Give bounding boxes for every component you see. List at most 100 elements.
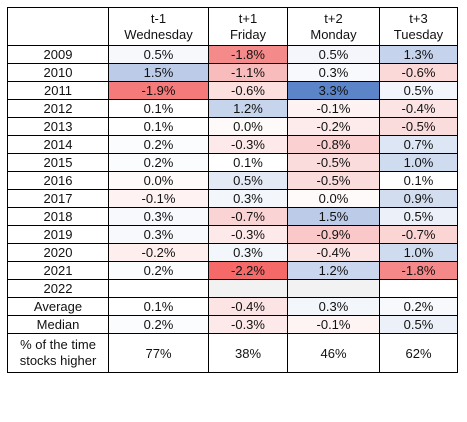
header-row: t-1 Wednesday t+1 Friday t+2 Monday t+3 … bbox=[7, 7, 458, 46]
footer-value-cell: 62% bbox=[379, 333, 458, 373]
footer-row: % of the time stocks higher 77% 38% 46% 62% bbox=[7, 333, 458, 373]
value-cell: -0.5% bbox=[379, 117, 458, 136]
value-cell: 0.0% bbox=[287, 189, 380, 208]
value-cell: 0.5% bbox=[379, 207, 458, 226]
value-cell: 0.0% bbox=[108, 171, 209, 190]
value-cell bbox=[379, 279, 458, 298]
value-cell: -2.2% bbox=[208, 261, 288, 280]
header-day: Tuesday bbox=[393, 26, 444, 42]
header-col-3: t+2 Monday bbox=[287, 7, 380, 46]
value-cell: 1.2% bbox=[287, 261, 380, 280]
table-row: 2019 0.3% -0.3% -0.9% -0.7% bbox=[7, 225, 458, 244]
table-row: 2022 bbox=[7, 279, 458, 298]
row-label: 2018 bbox=[7, 207, 109, 226]
value-cell: -0.3% bbox=[208, 135, 288, 154]
value-cell: 1.2% bbox=[208, 99, 288, 118]
table-row: 2010 1.5% -1.1% 0.3% -0.6% bbox=[7, 63, 458, 82]
value-cell: 0.9% bbox=[379, 189, 458, 208]
value-cell: -0.4% bbox=[379, 99, 458, 118]
row-label: 2015 bbox=[7, 153, 109, 172]
header-day: Monday bbox=[310, 26, 357, 42]
table-row: Median 0.2% -0.3% -0.1% 0.5% bbox=[7, 315, 458, 334]
value-cell: -0.3% bbox=[208, 315, 288, 334]
table-row: 2012 0.1% 1.2% -0.1% -0.4% bbox=[7, 99, 458, 118]
value-cell: -0.1% bbox=[287, 99, 380, 118]
value-cell: 0.1% bbox=[379, 171, 458, 190]
table-row: 2020 -0.2% 0.3% -0.4% 1.0% bbox=[7, 243, 458, 262]
table-row: Average 0.1% -0.4% 0.3% 0.2% bbox=[7, 297, 458, 316]
returns-heatmap-table: t-1 Wednesday t+1 Friday t+2 Monday t+3 … bbox=[7, 7, 458, 373]
value-cell: 0.5% bbox=[379, 81, 458, 100]
value-cell: -0.1% bbox=[108, 189, 209, 208]
value-cell bbox=[108, 279, 209, 298]
value-cell: 0.3% bbox=[287, 63, 380, 82]
value-cell: -0.4% bbox=[208, 297, 288, 316]
row-label: 2014 bbox=[7, 135, 109, 154]
footer-label-line: stocks higher bbox=[19, 353, 97, 368]
footer-label: % of the time stocks higher bbox=[7, 333, 109, 373]
value-cell: -1.8% bbox=[208, 45, 288, 64]
row-label: 2009 bbox=[7, 45, 109, 64]
value-cell: 0.1% bbox=[108, 99, 209, 118]
header-col-1: t-1 Wednesday bbox=[108, 7, 209, 46]
value-cell bbox=[208, 279, 288, 298]
value-cell: -0.9% bbox=[287, 225, 380, 244]
value-cell: -1.8% bbox=[379, 261, 458, 280]
header-offset: t+2 bbox=[324, 10, 343, 26]
value-cell: -0.6% bbox=[379, 63, 458, 82]
value-cell: -0.7% bbox=[379, 225, 458, 244]
value-cell: 0.3% bbox=[208, 189, 288, 208]
value-cell: 0.3% bbox=[108, 225, 209, 244]
footer-value-cell: 38% bbox=[208, 333, 288, 373]
table-row: 2021 0.2% -2.2% 1.2% -1.8% bbox=[7, 261, 458, 280]
row-label: 2010 bbox=[7, 63, 109, 82]
value-cell: 1.0% bbox=[379, 153, 458, 172]
header-offset: t+1 bbox=[238, 10, 258, 26]
row-label: 2021 bbox=[7, 261, 109, 280]
value-cell: -0.8% bbox=[287, 135, 380, 154]
value-cell: 1.5% bbox=[287, 207, 380, 226]
value-cell: 0.3% bbox=[287, 297, 380, 316]
table-row: 2017 -0.1% 0.3% 0.0% 0.9% bbox=[7, 189, 458, 208]
value-cell: -0.1% bbox=[287, 315, 380, 334]
value-cell bbox=[287, 279, 380, 298]
table-row: 2014 0.2% -0.3% -0.8% 0.7% bbox=[7, 135, 458, 154]
value-cell: 0.5% bbox=[287, 45, 380, 64]
row-label: Median bbox=[7, 315, 109, 334]
table-body: t-1 Wednesday t+1 Friday t+2 Monday t+3 … bbox=[7, 7, 458, 373]
value-cell: -0.4% bbox=[287, 243, 380, 262]
value-cell: -0.7% bbox=[208, 207, 288, 226]
value-cell: 0.3% bbox=[208, 243, 288, 262]
row-label: 2020 bbox=[7, 243, 109, 262]
value-cell: 0.2% bbox=[108, 153, 209, 172]
value-cell: 0.2% bbox=[108, 135, 209, 154]
row-label: Average bbox=[7, 297, 109, 316]
row-label: 2013 bbox=[7, 117, 109, 136]
header-day: Friday bbox=[229, 26, 267, 42]
value-cell: 1.0% bbox=[379, 243, 458, 262]
table-row: 2015 0.2% 0.1% -0.5% 1.0% bbox=[7, 153, 458, 172]
value-cell: 0.1% bbox=[108, 297, 209, 316]
footer-label-line: % of the time bbox=[20, 337, 96, 352]
row-label: 2011 bbox=[7, 81, 109, 100]
table-row: 2016 0.0% 0.5% -0.5% 0.1% bbox=[7, 171, 458, 190]
value-cell: 0.2% bbox=[379, 297, 458, 316]
value-cell: 1.3% bbox=[379, 45, 458, 64]
row-label: 2012 bbox=[7, 99, 109, 118]
table-row: 2011 -1.9% -0.6% 3.3% 0.5% bbox=[7, 81, 458, 100]
value-cell: 0.5% bbox=[208, 171, 288, 190]
value-cell: -0.5% bbox=[287, 171, 380, 190]
header-offset: t+3 bbox=[409, 10, 428, 26]
value-cell: 0.0% bbox=[208, 117, 288, 136]
value-cell: -0.2% bbox=[108, 243, 209, 262]
header-day: Wednesday bbox=[124, 26, 193, 42]
value-cell: 0.5% bbox=[379, 315, 458, 334]
value-cell: -0.2% bbox=[287, 117, 380, 136]
value-cell: 0.1% bbox=[208, 153, 288, 172]
table-row: 2009 0.5% -1.8% 0.5% 1.3% bbox=[7, 45, 458, 64]
value-cell: 1.5% bbox=[108, 63, 209, 82]
table-row: 2018 0.3% -0.7% 1.5% 0.5% bbox=[7, 207, 458, 226]
header-col-4: t+3 Tuesday bbox=[379, 7, 458, 46]
header-offset: t-1 bbox=[150, 10, 167, 26]
header-corner bbox=[7, 7, 109, 46]
